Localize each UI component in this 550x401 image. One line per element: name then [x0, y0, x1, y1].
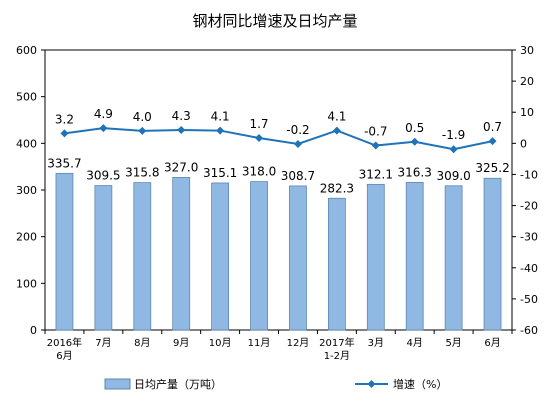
right-tick-label: -10: [520, 168, 538, 181]
right-tick-label: -60: [520, 324, 538, 337]
x-tick-label: 4月: [407, 337, 423, 349]
right-tick-label: 20: [520, 75, 534, 88]
legend-swatch-bar: [104, 378, 131, 390]
legend-label-bar: 日均产量（万吨）: [134, 377, 222, 391]
growth-value-label: -0.2: [286, 123, 309, 137]
plot-area: 0 100 200 300 400 500 600 -60 -50 -40 -30 -20 -10 0 10…: [16, 44, 538, 362]
left-tick-label: 300: [16, 184, 37, 197]
growth-value-label: 4.0: [133, 110, 152, 124]
bar-value-label: 309.5: [86, 169, 120, 183]
left-tick-label: 200: [16, 231, 37, 244]
bar-value-label: 315.8: [125, 166, 159, 180]
bar-value-label: 316.3: [398, 165, 432, 179]
growth-point: [371, 141, 380, 150]
growth-value-label: -1.9: [442, 128, 465, 142]
growth-value-label: 4.9: [94, 107, 113, 121]
right-tick-label: 10: [520, 106, 534, 119]
legend-marker-line: [367, 380, 376, 388]
x-tick-label: 2017年: [319, 336, 354, 349]
bar: [444, 185, 463, 331]
bar: [289, 185, 307, 331]
growth-point: [332, 126, 341, 135]
right-tick-label: -40: [520, 262, 538, 275]
bar: [405, 181, 424, 331]
growth-point: [293, 139, 302, 148]
bar: [483, 177, 502, 331]
growth-value-label: 0.5: [405, 121, 424, 135]
bar-value-label: 327.0: [164, 160, 198, 174]
bar: [250, 181, 268, 331]
chart-title: 钢材同比增速及日均产量: [192, 12, 357, 30]
left-tick-label: 500: [16, 91, 37, 104]
x-tick-label: 9月: [173, 337, 189, 349]
growth-value-label: 1.7: [249, 117, 268, 131]
growth-point: [255, 134, 264, 143]
bar-value-label: 308.7: [281, 169, 315, 183]
bar: [211, 182, 230, 331]
growth-value-label: 3.2: [55, 112, 74, 126]
right-tick-label: -50: [520, 293, 538, 306]
growth-point: [410, 137, 419, 146]
x-tick-label: 5月: [445, 337, 461, 349]
growth-value-label: 4.3: [172, 109, 191, 123]
legend: 日均产量（万吨） 增速（%）: [104, 377, 447, 391]
x-tick-label: 1-2月: [324, 350, 350, 362]
legend-label-line: 增速（%）: [393, 377, 447, 391]
x-tick-label: 2016年: [47, 336, 82, 349]
right-tick-label: -20: [520, 200, 538, 213]
legend-item-line: 增速（%）: [355, 377, 447, 391]
x-tick-label: 6月: [484, 337, 500, 349]
left-tick-label: 400: [16, 137, 37, 150]
x-tick-label: 7月: [95, 337, 111, 349]
bar: [172, 176, 191, 331]
bar: [327, 197, 346, 331]
left-tick-label: 100: [16, 277, 37, 290]
bar-value-label: 312.1: [359, 167, 393, 181]
x-tick-label: 3月: [368, 337, 384, 349]
bar: [366, 183, 385, 331]
left-tick-label: 600: [16, 44, 37, 57]
growth-point: [177, 125, 186, 134]
x-tick-label: 11月: [248, 337, 271, 349]
growth-value-label: 4.1: [211, 110, 230, 124]
growth-point: [138, 126, 147, 135]
growth-point: [60, 129, 69, 138]
growth-value-label: 4.1: [327, 110, 346, 124]
bar-value-label: 318.0: [242, 165, 276, 179]
right-tick-label: -30: [520, 231, 538, 244]
right-tick-label: 30: [520, 44, 534, 57]
bar: [55, 172, 74, 331]
growth-point: [449, 145, 458, 154]
x-tick-label: 12月: [287, 337, 310, 349]
growth-point: [216, 126, 225, 135]
right-tick-label: 0: [520, 137, 527, 150]
growth-line: [64, 127, 493, 151]
growth-value-label: -0.7: [364, 125, 387, 139]
x-tick-label: 8月: [134, 337, 150, 349]
left-tick-label: 0: [30, 324, 37, 337]
growth-point: [99, 124, 108, 133]
x-tick-label: 10月: [209, 337, 232, 349]
bar: [94, 185, 113, 331]
growth-point: [488, 137, 497, 146]
bar-value-label: 325.2: [475, 161, 509, 175]
bar-value-label: 282.3: [320, 181, 354, 195]
bar: [133, 182, 152, 331]
bar-value-label: 315.1: [203, 166, 237, 180]
x-tick-label: 6月: [56, 350, 72, 362]
growth-value-label: 0.7: [483, 120, 502, 134]
bar-value-label: 309.0: [436, 169, 470, 183]
legend-item-bar: 日均产量（万吨）: [104, 377, 222, 391]
bar-value-label: 335.7: [47, 156, 81, 170]
